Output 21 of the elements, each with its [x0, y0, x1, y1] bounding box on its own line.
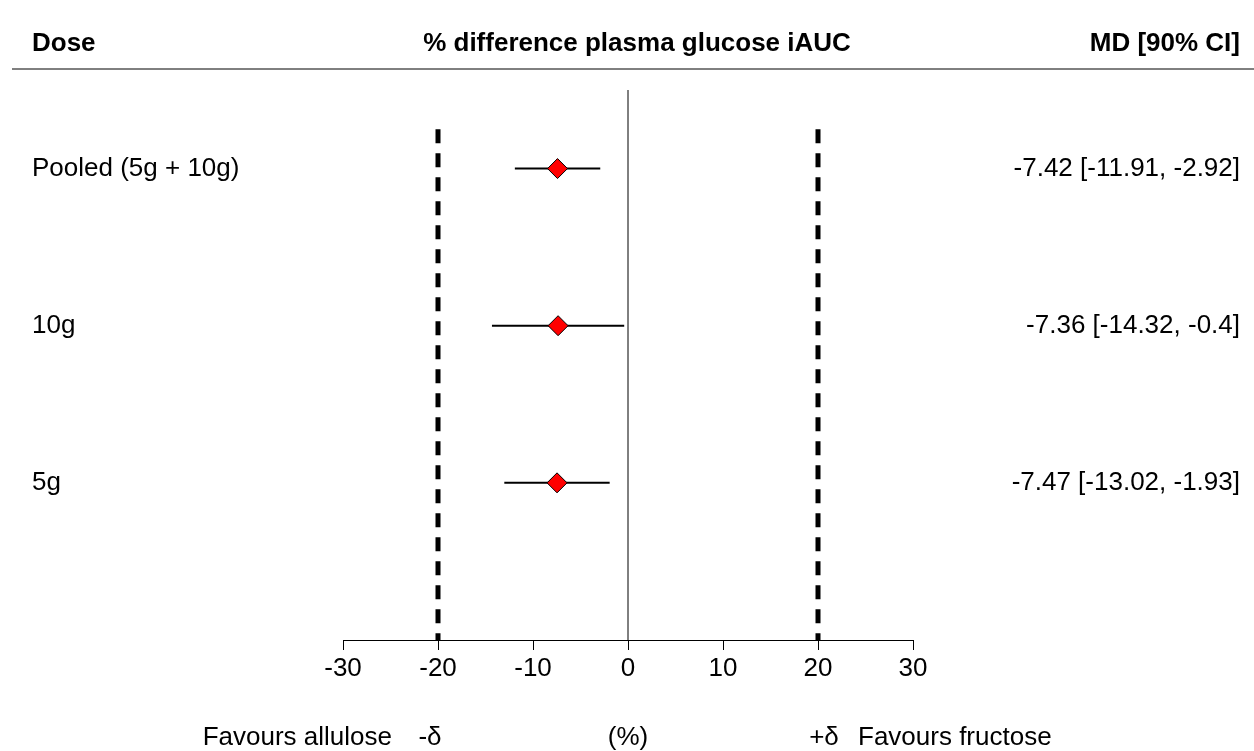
data-label: -7.47 [-13.02, -1.93]	[1011, 466, 1240, 497]
x-tick-label: 10	[708, 651, 738, 682]
text: Favours fructose	[858, 721, 1052, 751]
text: MD [90% CI]	[1089, 27, 1240, 58]
x-tick-label: 30	[898, 651, 928, 682]
data-label: -7.36 [-14.32, -0.4]	[1026, 308, 1240, 339]
x-tick-label: -10	[514, 651, 552, 682]
y-tick-label: Pooled (5g + 10g)	[32, 151, 240, 182]
data-label: -7.42 [-11.91, -2.92]	[1013, 151, 1240, 182]
text: -δ	[418, 721, 442, 751]
text: +δ	[809, 721, 839, 751]
x-tick-label: 0	[620, 651, 636, 682]
chart-title: % difference plasma glucose iAUC	[423, 27, 852, 58]
y-axis-title: Dose	[32, 27, 96, 58]
x-tick-label: 20	[803, 651, 833, 682]
y-tick-label: 10g	[32, 308, 76, 339]
text: Favours allulose	[202, 721, 392, 751]
x-tick-label: -30	[324, 651, 362, 682]
x-axis-title: (%)	[607, 721, 649, 751]
y-tick-label: 5g	[32, 466, 61, 497]
x-tick-label: -20	[419, 651, 457, 682]
